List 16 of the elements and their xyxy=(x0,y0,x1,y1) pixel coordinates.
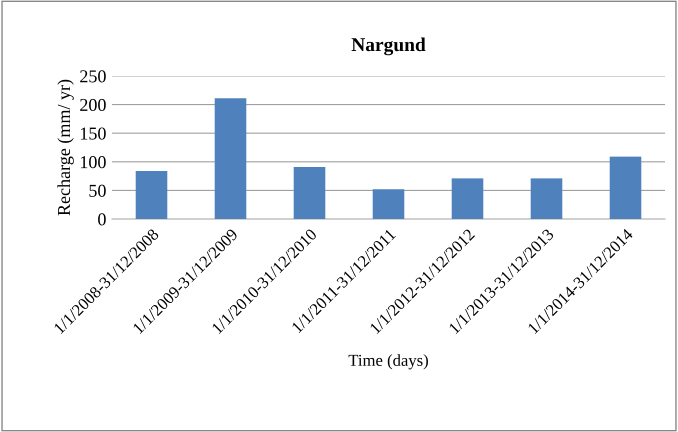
bar xyxy=(214,98,246,219)
y-tick-label: 50 xyxy=(89,184,106,197)
y-tick-label: 150 xyxy=(80,127,106,140)
x-axis-title: Time (days) xyxy=(348,354,428,370)
y-tick-label: 200 xyxy=(80,98,106,112)
bar xyxy=(530,178,562,219)
y-tick-label: 0 xyxy=(98,213,106,226)
chart-title: Nargund xyxy=(352,38,426,56)
bar xyxy=(372,189,404,219)
y-axis-title: Recharge (mm/ yr) xyxy=(57,80,74,216)
bar xyxy=(294,166,326,219)
bar xyxy=(452,178,484,219)
y-tick-label: 100 xyxy=(80,156,106,168)
bar xyxy=(610,156,642,219)
bar xyxy=(136,170,168,219)
y-tick-label: 250 xyxy=(80,70,106,82)
